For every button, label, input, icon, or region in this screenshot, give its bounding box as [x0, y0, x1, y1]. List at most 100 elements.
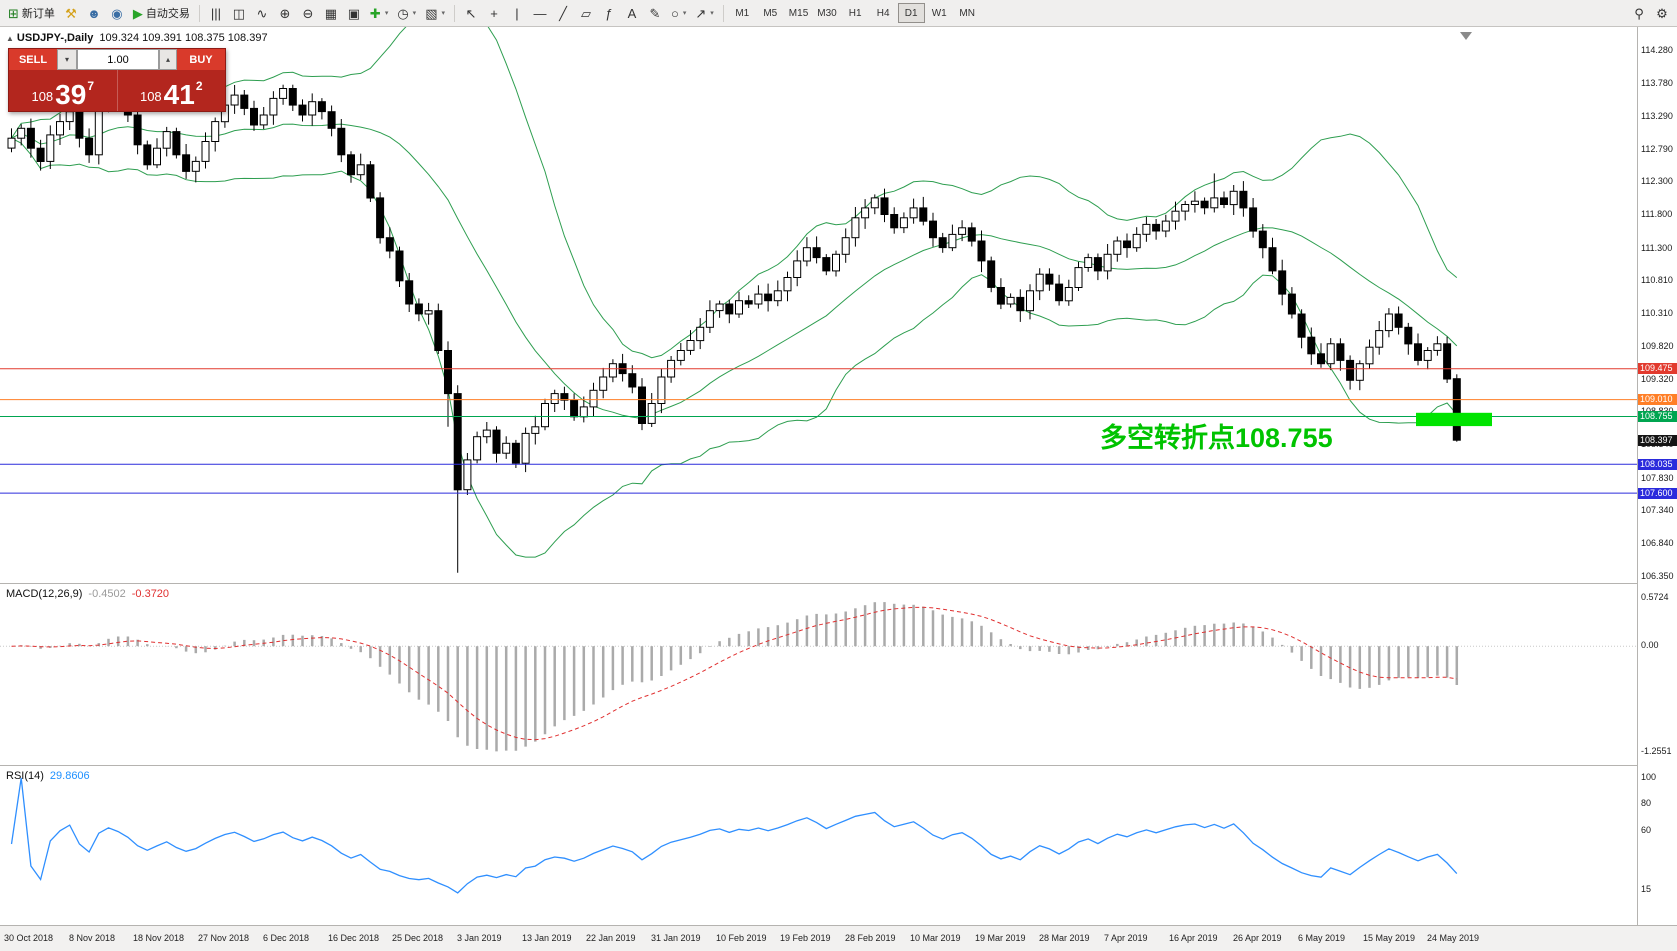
autotrading-icon[interactable]: ▶ 自动交易 — [129, 2, 194, 24]
candle — [250, 107, 258, 126]
trade-panel-collapse-icon[interactable]: ▲ — [6, 34, 14, 43]
timeframe-button-M5[interactable]: M5 — [757, 3, 784, 23]
pivot-annotation-text[interactable]: 多空转折点108.755 — [1100, 422, 1333, 453]
macd-main-value: -0.4502 — [88, 588, 126, 600]
bars-chart-icon[interactable]: ||| — [205, 2, 227, 24]
cursor-icon[interactable]: ↖ — [460, 2, 482, 24]
date-label: 6 Dec 2018 — [263, 933, 310, 943]
line-chart-icon[interactable]: ∿ — [251, 2, 273, 24]
window-list-icon: ▣ — [347, 5, 361, 21]
level-price-label: 109.010 — [1638, 394, 1677, 405]
shapes-icon[interactable]: ○ ▾ — [667, 2, 690, 24]
window-list-icon[interactable]: ▣ — [343, 2, 365, 24]
candle — [1190, 200, 1199, 205]
macd-indicator-pane[interactable]: MACD(12,26,9) -0.4502 -0.3720 — [0, 583, 1637, 765]
chart-shift-marker[interactable] — [1460, 32, 1472, 40]
timeframe-button-H1[interactable]: H1 — [842, 3, 869, 23]
candle — [1423, 350, 1432, 361]
candle — [201, 141, 210, 162]
candle — [628, 373, 637, 388]
horizontal-line-icon[interactable]: — — [529, 2, 551, 24]
mql5-icon: ⚒ — [65, 5, 77, 21]
price-tick-label: 111.800 — [1641, 209, 1673, 219]
candle — [899, 217, 908, 229]
horizontal-line-icon: — — [533, 5, 547, 21]
highlight-rectangle[interactable] — [1416, 412, 1492, 427]
date-label: 18 Nov 2018 — [133, 933, 185, 943]
candle — [754, 293, 763, 305]
vertical-line-icon[interactable]: | — [506, 2, 528, 24]
price-chart-pane[interactable]: ▲ USDJPY-,Daily 109.324 109.391 108.375 10… — [0, 27, 1637, 583]
candle — [1229, 190, 1238, 206]
candle — [783, 277, 792, 292]
candlestick-chart-canvas[interactable]: 多空转折点108.755 — [0, 27, 1637, 583]
indicators-icon[interactable]: ✚ ▾ — [366, 2, 392, 24]
candle — [570, 399, 579, 418]
date-label: 3 Jan 2019 — [457, 933, 502, 943]
label-tool-icon[interactable]: ✎ — [644, 2, 666, 24]
lot-dropdown-button[interactable]: ▾ — [57, 49, 77, 70]
candle — [1443, 343, 1452, 380]
lot-size-input[interactable] — [78, 50, 158, 69]
timeframe-button-M1[interactable]: M1 — [729, 3, 756, 23]
candle — [511, 442, 520, 464]
trendline-icon[interactable]: ╱ — [552, 2, 574, 24]
sell-button[interactable]: SELL — [9, 49, 57, 70]
zoom-out-icon[interactable]: ⊖ — [297, 2, 319, 24]
buy-button[interactable]: BUY — [177, 49, 225, 70]
date-label: 10 Mar 2019 — [910, 933, 961, 943]
timeframe-button-W1[interactable]: W1 — [926, 3, 953, 23]
candle — [1326, 343, 1335, 365]
timeframe-button-H4[interactable]: H4 — [870, 3, 897, 23]
macd-canvas[interactable] — [0, 584, 1637, 765]
price-axis[interactable]: 114.280 113.780 113.290 112.790 112.300 111.8… — [1637, 27, 1677, 925]
time-axis[interactable]: 30 Oct 2018 8 Nov 2018 18 Nov 2018 27 Nov 2… — [0, 925, 1677, 951]
mql5-icon[interactable]: ⚒ — [60, 2, 82, 24]
buy-price-button[interactable]: 108 41 2 — [118, 70, 226, 111]
dropdown-arrow-icon: ▾ — [384, 10, 389, 17]
text-tool-icon[interactable]: A — [621, 2, 643, 24]
macd-axis-label: 0.00 — [1641, 640, 1659, 650]
lot-increase-button[interactable]: ▴ — [159, 49, 177, 70]
candle — [1336, 343, 1345, 361]
candle — [1103, 253, 1112, 272]
arrows-icon[interactable]: ↗ ▾ — [691, 2, 717, 24]
candle — [560, 393, 569, 401]
rsi-canvas[interactable] — [0, 766, 1637, 925]
candlestick-chart-icon[interactable]: ◫ — [228, 2, 250, 24]
timeframe-button-MN[interactable]: MN — [954, 3, 981, 23]
candle — [1064, 287, 1073, 302]
price-tick-label: 107.340 — [1641, 505, 1674, 515]
dropdown-arrow-icon: ▾ — [710, 10, 714, 17]
candle — [211, 121, 220, 142]
zoom-in-icon[interactable]: ⊕ — [274, 2, 296, 24]
candle — [1084, 257, 1093, 269]
new-order-icon[interactable]: ⊞ 新订单 — [4, 2, 59, 24]
template-icon[interactable]: ▧ ▾ — [421, 2, 449, 24]
settings-icon[interactable]: ⚙ — [1651, 2, 1673, 24]
fibonacci-icon[interactable]: ƒ — [598, 2, 620, 24]
help-icon[interactable]: ◉ — [106, 2, 128, 24]
sell-price-button[interactable]: 108 39 7 — [9, 70, 118, 111]
timeframe-button-M30[interactable]: M30 — [813, 3, 840, 23]
profile-icon: ☻ — [87, 5, 101, 21]
timeframe-button-M15[interactable]: M15 — [785, 3, 812, 23]
period-icon[interactable]: ◷ ▾ — [393, 2, 420, 24]
tile-windows-icon[interactable]: ▦ — [320, 2, 342, 24]
rsi-indicator-pane[interactable]: RSI(14) 29.8606 — [0, 765, 1637, 925]
date-label: 16 Dec 2018 — [328, 933, 380, 943]
profile-icon[interactable]: ☻ — [83, 2, 105, 24]
search-icon[interactable]: ⚲ — [1628, 2, 1650, 24]
trendline-icon: ╱ — [559, 5, 567, 21]
timeframe-button-D1[interactable]: D1 — [897, 3, 925, 23]
search-icon: ⚲ — [1634, 5, 1644, 21]
equidistant-channel-icon[interactable]: ▱ — [575, 2, 597, 24]
candle — [240, 94, 249, 109]
candle — [444, 350, 452, 395]
candle — [298, 104, 307, 116]
crosshair-icon[interactable]: + — [483, 2, 505, 24]
candle — [802, 247, 811, 262]
shapes-icon: ○ — [671, 5, 679, 21]
date-label: 15 May 2019 — [1363, 933, 1416, 943]
candle — [832, 253, 840, 272]
